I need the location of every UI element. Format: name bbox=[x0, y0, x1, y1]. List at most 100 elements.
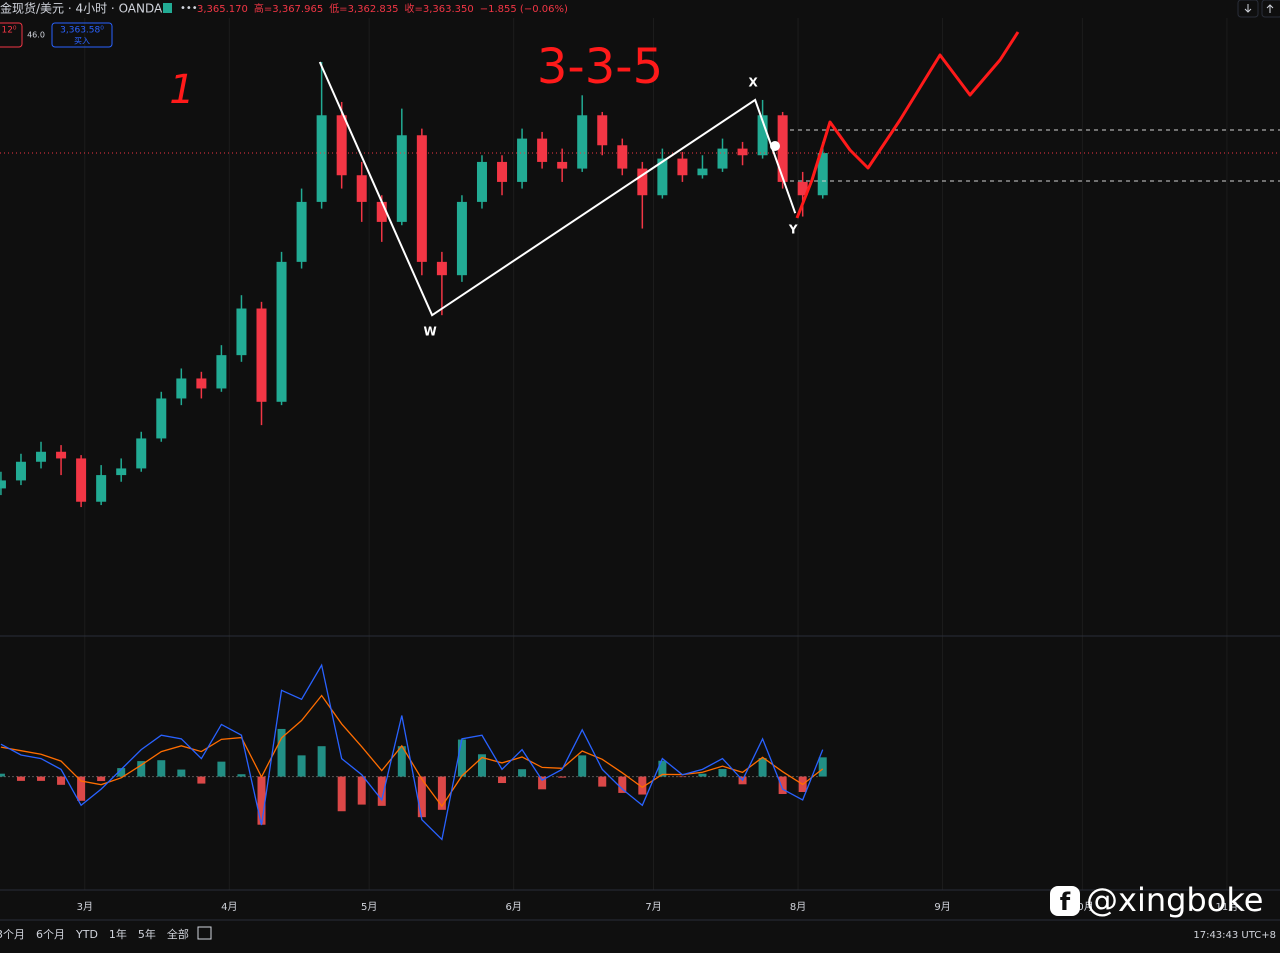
histogram-bar bbox=[818, 757, 827, 777]
candle-body bbox=[577, 115, 588, 169]
candle-body bbox=[276, 261, 287, 402]
candle-body bbox=[96, 475, 107, 502]
candle-body bbox=[316, 115, 327, 202]
histogram-bar bbox=[678, 776, 687, 778]
watermark-logo-glyph: f bbox=[1060, 888, 1071, 916]
histogram-bar bbox=[177, 769, 186, 777]
histogram-bar bbox=[758, 758, 767, 777]
histogram-bar bbox=[217, 761, 226, 777]
range-button[interactable]: 3个月 bbox=[0, 928, 25, 941]
annotations: W X Y 1 3-3-5 bbox=[169, 39, 798, 339]
candle-body bbox=[537, 138, 548, 162]
candle-body bbox=[416, 135, 427, 262]
watermark: @xingboke bbox=[1086, 881, 1263, 919]
scroll-button[interactable] bbox=[1237, 0, 1259, 18]
x-tick-label: 8月 bbox=[790, 901, 806, 913]
candle-body bbox=[797, 181, 808, 196]
candle-body bbox=[617, 145, 628, 169]
x-tick-label: 5月 bbox=[361, 901, 377, 913]
more-icon[interactable]: ••• bbox=[180, 3, 198, 14]
histogram-bar bbox=[157, 760, 166, 777]
histogram-bar bbox=[658, 760, 667, 777]
buy-price: 3,363.58⁰ bbox=[60, 26, 104, 36]
histogram-bar bbox=[137, 761, 146, 777]
histogram-bar bbox=[397, 746, 406, 777]
candle-body bbox=[476, 161, 487, 202]
candle-body bbox=[256, 308, 267, 402]
histogram-bar bbox=[538, 776, 547, 790]
sell-price: 12⁰ bbox=[1, 26, 16, 36]
candle-body bbox=[396, 135, 407, 222]
candle-body bbox=[597, 115, 608, 146]
candle-body bbox=[817, 153, 828, 196]
x-tick-label: 3月 bbox=[77, 901, 93, 913]
ohlc-value: 收=3,363.350 bbox=[404, 2, 473, 15]
candle-body bbox=[637, 168, 648, 196]
ohlc-value: −1.855 (−0.06%) bbox=[480, 4, 568, 15]
candle-body bbox=[737, 148, 748, 156]
wave-label: Y bbox=[788, 223, 798, 237]
x-tick-label: 9月 bbox=[934, 901, 950, 913]
histogram-bar bbox=[558, 776, 567, 778]
clock: 17:43:43 UTC+8 bbox=[1193, 930, 1276, 941]
histogram-bar bbox=[77, 776, 86, 801]
candle-body bbox=[557, 161, 568, 169]
market-status bbox=[163, 3, 172, 13]
candle-body bbox=[296, 201, 307, 262]
histogram-bar bbox=[578, 755, 587, 777]
histogram-bar bbox=[598, 776, 607, 787]
handwritten-note: 3-3-5 bbox=[537, 39, 663, 95]
range-button[interactable]: 全部 bbox=[167, 927, 189, 941]
histogram-bar bbox=[477, 754, 486, 777]
range-button[interactable]: 5年 bbox=[138, 927, 156, 941]
scroll-button[interactable] bbox=[1261, 0, 1280, 18]
histogram-bar bbox=[698, 773, 707, 777]
down-icon bbox=[1244, 4, 1252, 13]
range-button[interactable]: YTD bbox=[75, 928, 98, 941]
sell-button[interactable] bbox=[0, 22, 23, 48]
candle-body bbox=[517, 138, 528, 182]
wave-line bbox=[318, 61, 797, 317]
histogram-bar bbox=[638, 776, 647, 795]
candle-body bbox=[116, 468, 127, 476]
buy-button[interactable] bbox=[51, 22, 113, 48]
ohlc-value: 高=3,367.965 bbox=[254, 2, 323, 15]
candle-body bbox=[757, 115, 768, 156]
histogram-bar bbox=[197, 776, 206, 784]
histogram-bar bbox=[437, 776, 446, 810]
range-button[interactable]: 6个月 bbox=[36, 928, 65, 941]
x-tick-label: 7月 bbox=[645, 901, 661, 913]
handwritten-note: 1 bbox=[169, 67, 194, 113]
histogram-bar bbox=[317, 746, 326, 777]
candle-body bbox=[657, 158, 668, 196]
histogram-bar bbox=[778, 776, 787, 794]
ohlc-value: 低=3,362.835 bbox=[329, 2, 398, 15]
histogram-bar bbox=[337, 776, 346, 812]
candle-body bbox=[236, 308, 247, 356]
histogram-bar bbox=[357, 776, 366, 805]
histogram-bar bbox=[297, 755, 306, 777]
histogram-bar bbox=[57, 776, 66, 785]
range-button[interactable]: 1年 bbox=[109, 927, 127, 941]
candle-body bbox=[156, 398, 167, 439]
candle-body bbox=[176, 378, 187, 399]
histogram-bar bbox=[618, 776, 627, 793]
histogram-bar bbox=[117, 768, 126, 777]
up-icon bbox=[1266, 4, 1274, 13]
calendar-icon[interactable] bbox=[197, 926, 212, 940]
ohlc: 3,365.170 高=3,367.965 低=3,362.835 收=3,363.3… bbox=[197, 2, 568, 15]
histogram-bar bbox=[257, 776, 266, 825]
histogram-bar bbox=[377, 776, 386, 806]
candle-body bbox=[0, 480, 6, 489]
spread: 46.0 bbox=[27, 31, 45, 40]
candle-body bbox=[356, 175, 367, 202]
histogram-bar bbox=[37, 776, 46, 781]
histogram-bar bbox=[0, 773, 5, 777]
candle-body bbox=[697, 168, 708, 176]
candle-body bbox=[216, 355, 227, 389]
candle-body bbox=[717, 148, 728, 169]
candle-body bbox=[436, 261, 447, 276]
